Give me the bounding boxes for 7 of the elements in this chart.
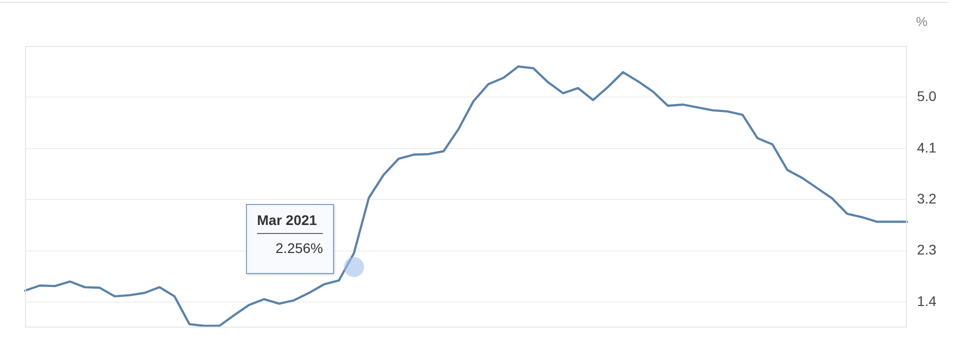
y-tick-label: 1.4: [917, 292, 937, 309]
y-tick-label: 5.0: [917, 88, 937, 104]
y-axis-title: %: [916, 14, 928, 29]
annotation: Mar 2021 2.256%: [257, 212, 323, 256]
y-tick-label: 4.1: [917, 139, 937, 156]
y-tick-label: 3.2: [917, 190, 937, 206]
y-tick-label: 2.3: [917, 242, 937, 258]
